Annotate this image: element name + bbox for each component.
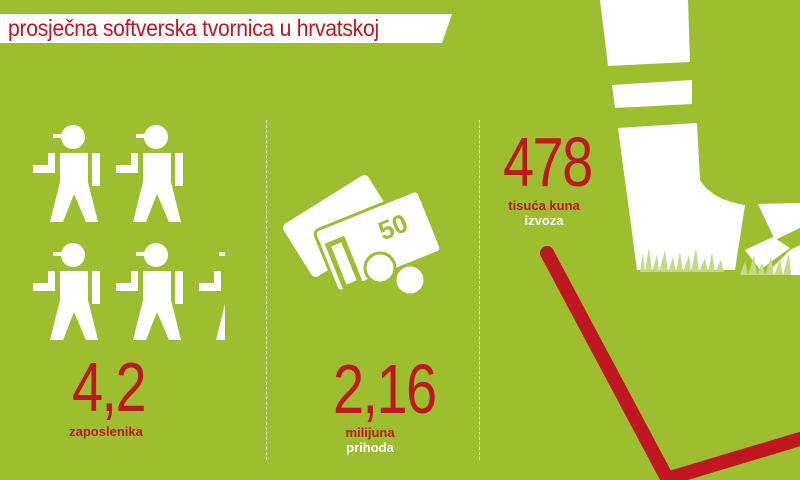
divider — [479, 120, 480, 460]
stat-revenue-value: 2,16 — [333, 350, 437, 428]
stat-revenue-sublabel: prihoda — [346, 440, 394, 455]
worker-icon-partial — [199, 243, 225, 340]
stat-export-label: tisuća kuna — [508, 198, 580, 213]
worker-icon — [116, 125, 183, 222]
stat-revenue-label: milijuna — [345, 425, 395, 440]
stat-export-sublabel: izvoza — [524, 213, 564, 228]
title-banner — [0, 14, 452, 43]
stat-employees-value: 4,2 — [72, 348, 147, 426]
worker-icon — [33, 125, 100, 222]
shovel-handle — [540, 246, 800, 480]
page-title: prosječna softverska tvornica u hrvatsko… — [8, 15, 379, 41]
boot-illustration — [600, 0, 800, 275]
worker-icon — [116, 243, 183, 340]
stat-employees-label: zaposlenika — [69, 424, 143, 439]
worker-icons — [33, 125, 225, 340]
worker-icon — [33, 243, 100, 340]
money-icon: 50 — [283, 175, 443, 297]
stat-export-value: 478 — [503, 123, 593, 201]
divider — [266, 120, 267, 460]
